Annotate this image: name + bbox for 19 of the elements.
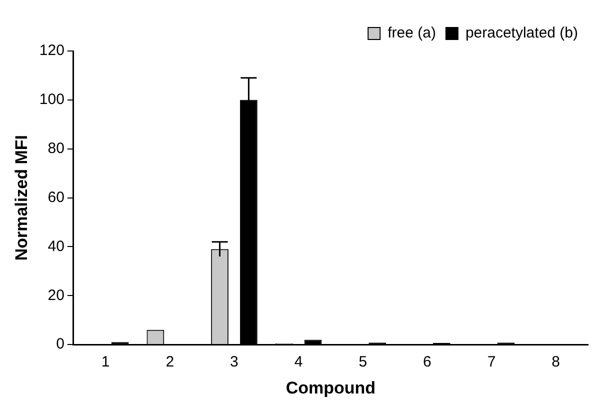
- y-tick-label: 100: [39, 91, 64, 108]
- y-tick-label: 80: [48, 140, 64, 158]
- legend-label: free (a): [388, 24, 436, 42]
- y-tick-label: 20: [48, 286, 64, 304]
- y-tick-label: 40: [48, 238, 64, 255]
- x-tick-label: 4: [294, 354, 303, 371]
- x-axis-title: Compound: [286, 378, 376, 398]
- x-tick-label: 8: [552, 354, 560, 371]
- legend-label: peracetylated (b): [465, 24, 578, 42]
- y-axis-title: Normalized MFI: [12, 134, 31, 261]
- x-tick-label: 6: [423, 354, 432, 371]
- x-tick-label: 3: [230, 354, 238, 371]
- y-tick-label: 0: [56, 336, 64, 353]
- y-tick-label: 60: [48, 188, 64, 206]
- y-tick-label: 120: [39, 42, 64, 60]
- x-tick-label: 1: [101, 354, 110, 371]
- x-tick-label: 2: [166, 354, 174, 371]
- x-tick-label: 7: [487, 354, 496, 371]
- x-tick-label: 5: [358, 354, 368, 371]
